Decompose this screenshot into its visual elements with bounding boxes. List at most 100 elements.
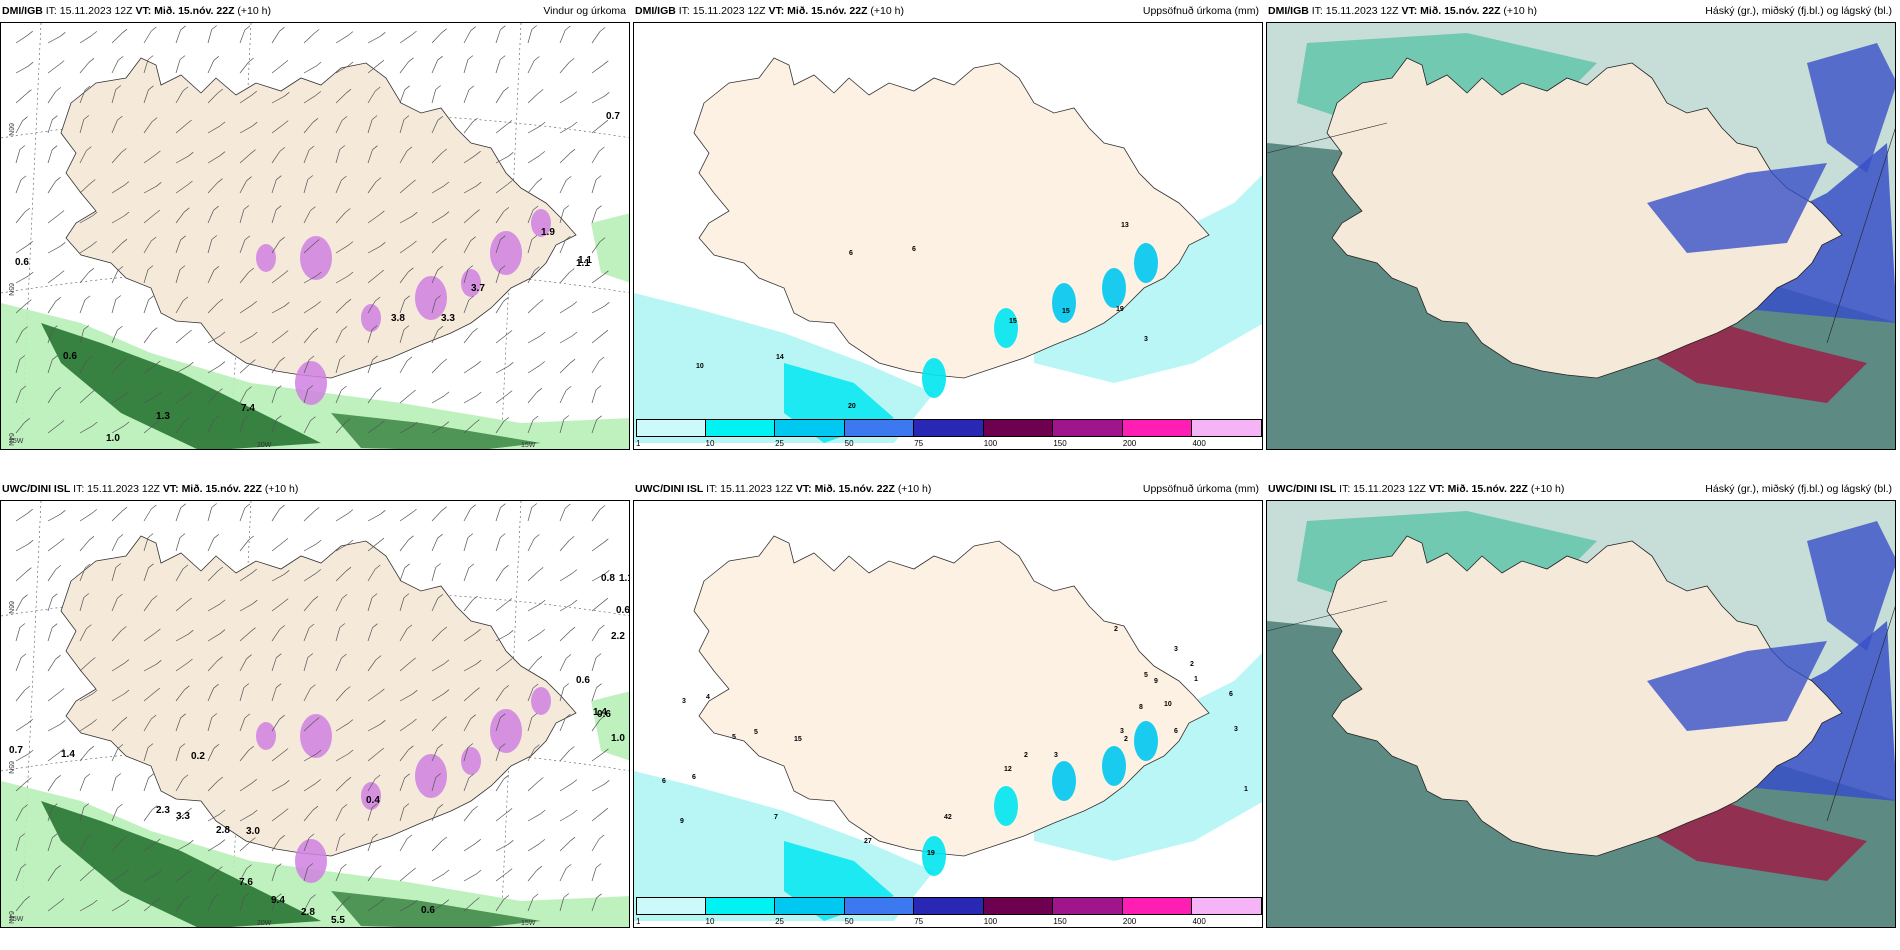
- precip-maximum: [1102, 746, 1126, 786]
- colorbar-segment: [1053, 897, 1123, 915]
- valid-label: VT:: [795, 483, 812, 495]
- precip-maximum: [1134, 721, 1158, 761]
- precip-value-label: 6: [1174, 728, 1178, 735]
- precip-value-label: 3: [1120, 728, 1124, 735]
- precip-cell: [256, 722, 276, 750]
- colorbar-segment: [983, 897, 1054, 915]
- precip-colorbar: 1 10 25 50 75 100 150 200 400: [636, 897, 1262, 926]
- colorbar-tick-label: 200: [1122, 439, 1137, 448]
- grid-label: 64N: [7, 433, 14, 446]
- colorbar-tick-label: 400: [1192, 439, 1206, 448]
- colorbar-segment: [983, 419, 1054, 437]
- wind-value-label: 9.4: [271, 895, 285, 906]
- map-wind[interactable]: 66N 65N 64N 25W 20W 15W 0.7 1.4 0.2 2.3 3.3 2.8 3.0 7…: [0, 500, 630, 928]
- colorbar-tick-label: 150: [1053, 439, 1067, 448]
- colorbar-frame: [636, 419, 1262, 437]
- grid-label: 64N: [7, 911, 14, 924]
- iceland-land: [693, 535, 1210, 857]
- colorbar-tick-label: 25: [775, 917, 785, 926]
- model-name: UWC/DINI ISL: [635, 483, 704, 495]
- precip-value-label: 2: [1124, 736, 1128, 743]
- precip-cell: [256, 244, 276, 272]
- valid-label: VT:: [768, 5, 785, 17]
- precip-value-label: 9: [1154, 678, 1158, 685]
- grid-label: 20W: [257, 920, 272, 927]
- map-cloud[interactable]: [1266, 22, 1896, 450]
- colorbar-tick-label: 50: [844, 439, 854, 448]
- precip-cell: [415, 754, 447, 798]
- init-time: IT: 15.11.2023 12Z: [706, 483, 793, 495]
- precip-map-svg: 10 14 20 6 6 13 3 15 15 19: [634, 57, 1262, 443]
- map-precip[interactable]: 3 4 5 5 6 6 7 9 15 27 19 42 12 3 2 3 5 8 9 10 6 2 3 2 1 6 3 1 2 1 10 2…: [633, 500, 1263, 928]
- panel-header: DMI/IGB IT: 15.11.2023 12Z VT: Mið. 15.n…: [0, 0, 630, 22]
- wind-value-label: 3.8: [391, 313, 405, 324]
- colorbar-tick-label: 400: [1192, 917, 1206, 926]
- colorbar-segment: [636, 897, 706, 915]
- precip-colorbar: 1 10 25 50 75 100 150 200 400: [636, 419, 1262, 448]
- colorbar-segment: [775, 897, 845, 915]
- colorbar-tick-label: 1: [636, 439, 641, 448]
- precip-cell: [361, 782, 381, 810]
- precip-cell: [490, 231, 522, 275]
- colorbar-tick-label: 100: [983, 917, 998, 926]
- precip-value-label: 19: [1116, 306, 1124, 313]
- precip-value-label: 2: [1190, 661, 1194, 668]
- colorbar-segment: [636, 419, 706, 437]
- precip-value-label: 10: [696, 363, 704, 370]
- colorbar-tick-label: 10: [705, 917, 715, 926]
- wind-barbs: [15, 503, 610, 912]
- model-name: DMI/IGB: [635, 5, 676, 17]
- valid-time: Mið. 15.nóv. 22Z: [181, 483, 262, 495]
- panel-uwc-wind: UWC/DINI ISL IT: 15.11.2023 12Z VT: Mið.…: [0, 478, 630, 928]
- wind-barbs: [15, 25, 610, 434]
- precip-cell: [531, 687, 551, 715]
- valid-label: VT:: [162, 483, 179, 495]
- wind-value-label: 0.6: [576, 675, 590, 686]
- precip-maximum: [994, 308, 1018, 348]
- wind-value-label: 0.4: [366, 795, 380, 806]
- panel-header: DMI/IGB IT: 15.11.2023 12Z VT: Mið. 15.n…: [1266, 0, 1896, 22]
- wind-value-label: 0.6: [15, 257, 29, 268]
- precip-value-label: 42: [944, 814, 952, 821]
- cloud-mid: [1647, 163, 1827, 253]
- panel-title: Uppsöfnuð úrkoma (mm): [1142, 5, 1259, 17]
- precip-value-label: 15: [1062, 308, 1070, 315]
- map-cloud[interactable]: [1266, 500, 1896, 928]
- precip-cell: [295, 839, 327, 883]
- precip-value-label: 6: [912, 246, 916, 253]
- cloud-mid: [1807, 43, 1895, 173]
- wind-value-label: 5.5: [331, 915, 345, 926]
- panel-title: Vindur og úrkoma: [543, 5, 626, 17]
- colorbar-segment: [1122, 897, 1193, 915]
- precip-value-label: 27: [864, 838, 872, 845]
- wind-value-label: 3.3: [176, 811, 190, 822]
- wind-value-label: 1.4: [593, 707, 607, 718]
- valid-time: Mið. 15.nóv. 22Z: [1447, 483, 1528, 495]
- precip-value-label: 2: [1114, 626, 1118, 633]
- precip-maximum: [922, 836, 946, 876]
- precip-maximum: [1134, 243, 1158, 283]
- panel-uwc-precip: UWC/DINI ISL IT: 15.11.2023 12Z VT: Mið.…: [633, 478, 1263, 928]
- map-wind[interactable]: 66N 65N 64N 25W 20W 15W 0.6 0.6 1.1 7.4 1.3 1.0 0.7 1…: [0, 22, 630, 450]
- precip-value-label: 5: [754, 729, 758, 736]
- colorbar-tick-label: 150: [1053, 917, 1067, 926]
- panel-title: Uppsöfnuð úrkoma (mm): [1142, 483, 1259, 495]
- cloud-map-svg: [1267, 23, 1895, 449]
- grid-label: 65N: [7, 761, 14, 774]
- lead-time: (+10 h): [1530, 483, 1565, 495]
- precip-value-label: 12: [1004, 766, 1012, 773]
- precip-value-label: 14: [776, 354, 784, 361]
- wind-band-dark: [41, 323, 321, 449]
- iceland-land: [60, 535, 577, 857]
- lead-time: (+10 h): [1503, 5, 1537, 17]
- wind-value-label: 0.7: [606, 111, 620, 122]
- panel-header: UWC/DINI ISL IT: 15.11.2023 12Z VT: Mið.…: [0, 478, 630, 500]
- map-precip[interactable]: 10 14 20 6 6 13 3 15 15 19 1 10 25 50 75 100 150 200 400: [633, 22, 1263, 450]
- colorbar-tick-label: 10: [705, 439, 715, 448]
- colorbar-segment: [775, 419, 845, 437]
- precip-value-label: 6: [692, 774, 696, 781]
- iceland-land: [1326, 57, 1843, 379]
- lead-time: (+10 h): [897, 483, 932, 495]
- precip-cell: [361, 304, 381, 332]
- cloud-mid: [1647, 641, 1827, 731]
